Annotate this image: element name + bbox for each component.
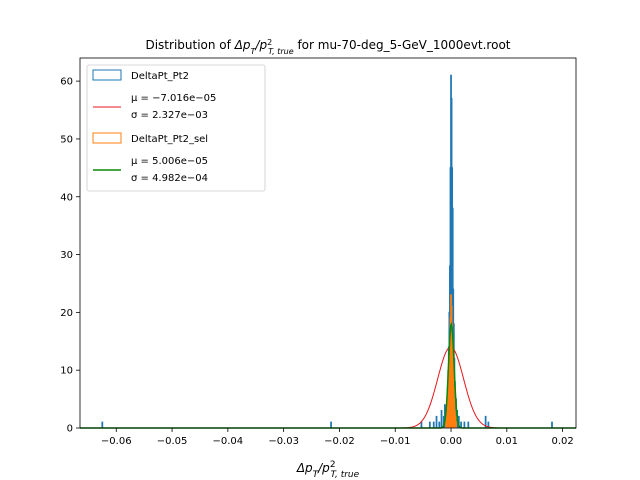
histogram-bin xyxy=(330,421,332,428)
histogram-bin xyxy=(467,421,470,428)
x-axis: −0.06 −0.05 −0.04 −0.03 −0.02 −0.01 0.00 0.01 0.… xyxy=(101,428,574,447)
x-tick-label: −0.03 xyxy=(268,436,299,447)
legend-box xyxy=(86,64,266,192)
histogram-bin xyxy=(460,421,462,428)
y-tick-label: 10 xyxy=(60,366,73,377)
x-tick-label: −0.02 xyxy=(324,436,355,447)
x-tick-label: 0.00 xyxy=(440,436,462,447)
histogram-bin xyxy=(420,421,423,428)
x-tick-label: −0.06 xyxy=(101,436,132,447)
title-suffix: for mu-70-deg_5-GeV_1000evt.root xyxy=(294,38,511,52)
legend-swatch-deltapt xyxy=(92,69,122,81)
y-tick-label: 20 xyxy=(60,308,73,319)
legend-swatch-deltapt-sel xyxy=(92,132,122,144)
histogram-bin xyxy=(551,421,553,428)
x-tick-label: −0.05 xyxy=(157,436,188,447)
x-tick-label: −0.01 xyxy=(380,436,411,447)
histogram-bin xyxy=(487,421,490,428)
histogram-bin xyxy=(463,421,466,428)
y-tick-label: 60 xyxy=(60,77,73,88)
histogram-bin xyxy=(428,421,431,428)
y-tick-label: 30 xyxy=(60,250,73,261)
legend-label-fit1-sigma: σ = 2.327e−03 xyxy=(131,110,208,121)
histogram-bin xyxy=(455,421,457,428)
y-tick-label: 40 xyxy=(60,192,73,203)
x-tick-label: 0.02 xyxy=(551,436,573,447)
legend: DeltaPt_Pt2 μ = −7.016e−05 σ = 2.327e−03… xyxy=(86,64,266,192)
legend-label-deltapt-sel: DeltaPt_Pt2_sel xyxy=(131,134,208,145)
chart-title: Distribution of ΔpT/p2 T, true for mu-70-… xyxy=(145,38,510,56)
histogram-bin xyxy=(484,415,487,428)
x-tick-label: 0.01 xyxy=(496,436,518,447)
legend-label-fit1-mu: μ = −7.016e−05 xyxy=(131,93,216,104)
y-tick-label: 0 xyxy=(67,424,73,435)
x-tick-label: −0.04 xyxy=(213,436,244,447)
histogram-bin xyxy=(432,421,435,428)
title-prefix: Distribution of xyxy=(145,38,234,52)
legend-label-deltapt: DeltaPt_Pt2 xyxy=(131,71,189,82)
histogram-bin xyxy=(435,415,438,428)
axes-frame xyxy=(79,57,577,429)
histogram-bin xyxy=(438,421,441,428)
y-tick-label: 50 xyxy=(60,134,73,145)
histogram-bin xyxy=(440,410,443,428)
x-axis-label: ΔpT/p2 T, true xyxy=(296,460,360,480)
legend-label-fit2-mu: μ = 5.006e−05 xyxy=(131,156,208,167)
histogram-bin xyxy=(101,421,104,428)
legend-label-fit2-sigma: σ = 4.982e−04 xyxy=(131,173,208,184)
y-axis: 0 10 20 30 40 50 60 xyxy=(60,77,80,435)
